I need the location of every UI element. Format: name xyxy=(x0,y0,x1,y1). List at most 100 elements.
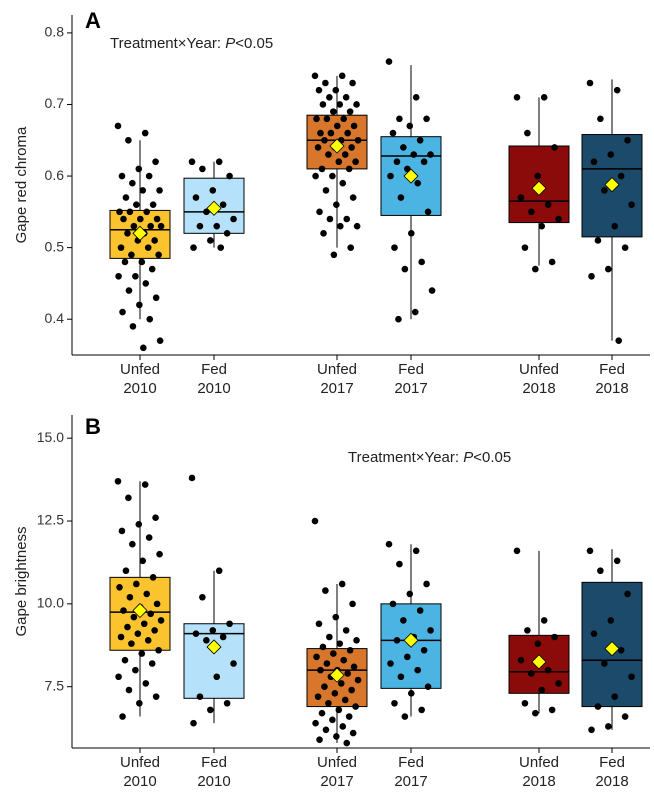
point xyxy=(555,215,562,223)
point xyxy=(311,72,319,80)
point xyxy=(396,115,403,123)
x-tick-label: 2017 xyxy=(394,773,427,790)
point xyxy=(615,337,623,344)
point xyxy=(230,215,237,223)
annotation-part: Treatment×Year: xyxy=(348,449,463,466)
point xyxy=(621,244,629,251)
point xyxy=(135,521,143,528)
x-tick-label: Fed xyxy=(398,361,424,378)
point xyxy=(597,115,604,123)
point xyxy=(337,680,345,687)
point xyxy=(119,713,126,720)
point xyxy=(628,673,635,681)
point xyxy=(156,187,163,194)
point xyxy=(140,344,147,352)
point xyxy=(121,258,129,266)
point xyxy=(617,172,625,180)
point xyxy=(401,713,409,720)
point xyxy=(333,201,340,208)
point xyxy=(203,637,210,644)
point xyxy=(143,590,151,598)
point xyxy=(336,101,344,108)
point xyxy=(412,547,420,555)
point xyxy=(139,187,147,194)
x-tick-label: 2017 xyxy=(320,380,353,397)
point xyxy=(332,86,340,94)
point xyxy=(424,208,432,216)
point xyxy=(125,287,133,294)
point xyxy=(117,633,125,641)
point xyxy=(152,158,159,166)
point xyxy=(320,230,327,237)
point xyxy=(544,666,552,674)
point xyxy=(312,172,319,180)
point xyxy=(341,151,349,158)
point xyxy=(219,633,227,641)
point xyxy=(624,136,631,144)
point xyxy=(138,650,146,657)
point xyxy=(551,144,558,151)
point xyxy=(147,610,154,618)
point xyxy=(322,726,330,734)
point xyxy=(389,600,397,608)
point xyxy=(144,637,152,644)
annotation-part: Treatment×Year: xyxy=(110,35,225,52)
point xyxy=(136,301,143,309)
point xyxy=(337,222,344,230)
point xyxy=(342,627,350,634)
point xyxy=(524,627,531,634)
x-tick-label: 2010 xyxy=(197,380,230,397)
point xyxy=(152,294,160,302)
mean xyxy=(132,602,148,619)
point xyxy=(115,673,122,681)
x-tick-label: 2018 xyxy=(595,773,628,790)
x-tick-label: Fed xyxy=(201,361,227,378)
point xyxy=(601,187,608,194)
point xyxy=(125,686,133,694)
y-tick-label: 0.5 xyxy=(45,238,65,254)
point xyxy=(134,630,142,637)
x-tick-label: Unfed xyxy=(519,361,559,378)
point xyxy=(330,650,337,657)
point xyxy=(607,151,615,158)
mean xyxy=(206,200,222,216)
point xyxy=(223,230,231,237)
point xyxy=(393,637,401,644)
point xyxy=(326,94,333,101)
point xyxy=(151,627,158,634)
point xyxy=(423,580,430,588)
point xyxy=(321,683,328,691)
point xyxy=(132,666,139,674)
point xyxy=(354,136,362,144)
point xyxy=(147,222,154,230)
point xyxy=(538,686,546,694)
point xyxy=(155,251,162,259)
point xyxy=(135,165,143,173)
point xyxy=(588,272,595,280)
point xyxy=(340,115,348,123)
point xyxy=(340,656,348,664)
point xyxy=(613,557,621,565)
point xyxy=(532,709,539,717)
y-tick-label: 0.6 xyxy=(45,167,65,183)
point xyxy=(594,703,602,710)
point xyxy=(116,583,123,591)
y-tick-label: 0.7 xyxy=(45,95,65,111)
point xyxy=(420,646,428,654)
point xyxy=(156,337,164,344)
point xyxy=(126,593,134,601)
point xyxy=(397,673,405,681)
point xyxy=(153,600,161,608)
mean xyxy=(531,180,547,196)
point xyxy=(354,676,362,684)
point xyxy=(192,630,200,637)
point xyxy=(148,660,156,667)
point xyxy=(534,172,542,180)
annotation: Treatment×Year: P<0.05 xyxy=(110,35,273,52)
point xyxy=(119,308,126,316)
point xyxy=(348,144,355,151)
point xyxy=(322,79,329,87)
point xyxy=(349,194,357,201)
point xyxy=(586,547,594,555)
mean xyxy=(329,667,345,683)
